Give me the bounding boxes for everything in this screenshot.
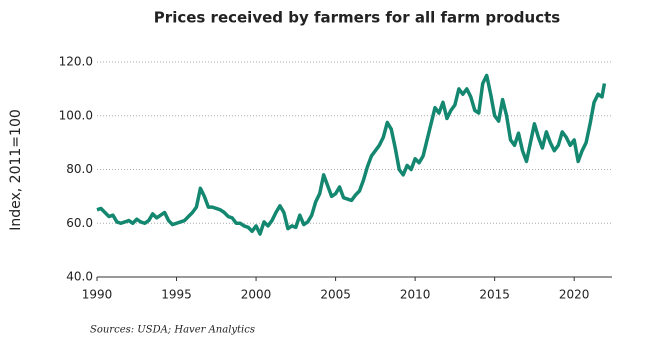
x-tick-label: 2010 (400, 288, 431, 302)
x-tick-label: 2015 (479, 288, 510, 302)
y-tick-label: 100.0 (59, 108, 93, 122)
y-tick-label: 120.0 (59, 55, 93, 69)
y-axis-label: Index, 2011=100 (8, 109, 24, 231)
chart-title: Prices received by farmers for all farm … (154, 9, 560, 27)
x-tick-label: 2020 (559, 288, 590, 302)
y-tick-label: 40.0 (66, 270, 93, 284)
x-tick-label: 2000 (241, 288, 272, 302)
source: Sources: USDA; Haver Analytics (90, 325, 255, 336)
x-tick-label: 2005 (320, 288, 351, 302)
x-tick-label: 1995 (161, 288, 192, 302)
y-tick-label: 60.0 (66, 216, 93, 230)
x-tick-label: 1990 (82, 288, 113, 302)
data-line (96, 73, 607, 236)
y-tick-label: 80.0 (66, 162, 93, 176)
